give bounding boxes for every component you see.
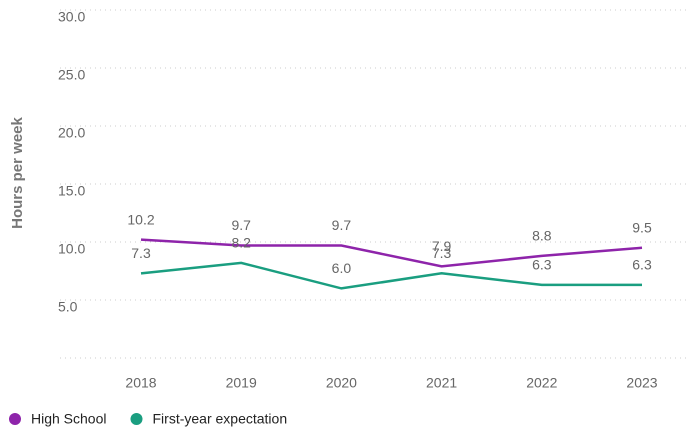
x-tick-label: 2018: [125, 375, 156, 391]
y-tick-label: 25.0: [58, 67, 85, 83]
y-tick-label: 10.0: [58, 241, 85, 257]
x-tick-label: 2022: [526, 375, 557, 391]
y-tick-label: 30.0: [58, 9, 85, 25]
legend-marker: [9, 413, 21, 425]
legend-label: First-year expectation: [153, 411, 288, 427]
line: [140, 238, 643, 268]
y-tick-label: 20.0: [58, 125, 85, 141]
legend-label: High School: [31, 411, 107, 427]
legend-marker: [130, 413, 143, 425]
data-label: 7.3: [432, 245, 452, 261]
y-axis-label: Hours per week: [9, 116, 26, 228]
x-tick-label: 2021: [426, 375, 457, 391]
data-label: 8.2: [231, 235, 251, 251]
data-label: 6.3: [632, 257, 652, 273]
data-label: 10.2: [127, 211, 154, 227]
y-tick-label: 5.0: [58, 299, 78, 315]
data-label: 7.9: [432, 238, 452, 254]
data-label: 6.3: [532, 257, 552, 273]
y-tick-label: 15.0: [58, 183, 85, 199]
x-tick-label: 2020: [326, 375, 357, 391]
data-label: 9.5: [632, 220, 652, 236]
data-label: 9.7: [231, 217, 251, 233]
x-tick-label: 2019: [226, 375, 257, 391]
line: [140, 261, 642, 290]
data-label: 8.8: [532, 228, 552, 244]
data-label: 6.0: [332, 260, 352, 276]
data-label: 7.3: [131, 245, 151, 261]
x-tick-label: 2023: [626, 375, 657, 391]
data-label: 9.7: [332, 217, 352, 233]
